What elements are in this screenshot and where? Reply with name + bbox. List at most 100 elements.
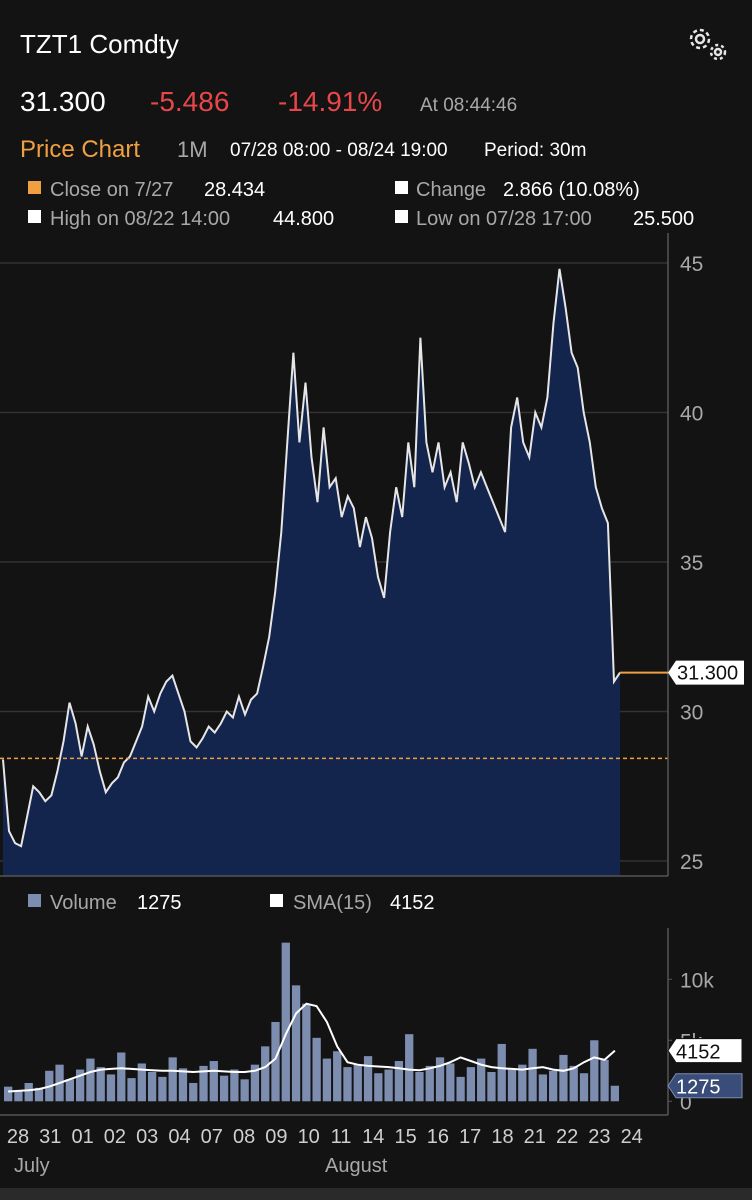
tab-title[interactable]: Price Chart bbox=[20, 136, 140, 163]
volume-bar bbox=[415, 1072, 424, 1102]
volume-bar bbox=[507, 1069, 517, 1102]
volume-bar bbox=[117, 1052, 126, 1102]
volume-bar bbox=[106, 1074, 116, 1102]
x-tick-label: 16 bbox=[427, 1126, 449, 1148]
info-value: 44.800 bbox=[273, 208, 334, 230]
volume-bar bbox=[230, 1069, 239, 1102]
volume-bar bbox=[86, 1058, 95, 1102]
x-tick-label: 23 bbox=[588, 1126, 610, 1148]
last-price: 31.300 bbox=[20, 86, 106, 117]
volume-bar bbox=[456, 1076, 465, 1102]
volume-bar bbox=[75, 1069, 85, 1102]
info-value: 28.434 bbox=[204, 179, 265, 201]
volume-bar bbox=[4, 1086, 13, 1102]
info-value: 25.500 bbox=[633, 208, 694, 230]
volume-bar bbox=[322, 1058, 332, 1102]
volume-bar bbox=[446, 1063, 455, 1102]
legend-swatch bbox=[28, 181, 41, 194]
x-tick-label: 08 bbox=[233, 1126, 255, 1148]
volume-bar bbox=[158, 1076, 167, 1102]
pct-change: -14.91% bbox=[278, 86, 382, 117]
x-tick-label: 10 bbox=[298, 1126, 320, 1148]
x-tick-label: 07 bbox=[201, 1126, 223, 1148]
volume-bar bbox=[333, 1051, 342, 1102]
volume-bar bbox=[147, 1072, 157, 1102]
range[interactable]: 1M bbox=[177, 137, 208, 162]
volume-tag bbox=[667, 1073, 743, 1099]
legend-label: Volume bbox=[50, 892, 117, 914]
y-tick-label: 10k bbox=[680, 969, 714, 992]
volume-bar bbox=[281, 942, 290, 1102]
x-tick-label: 01 bbox=[71, 1126, 93, 1148]
volume-bar bbox=[271, 1021, 280, 1102]
volume-bar bbox=[65, 1079, 74, 1102]
volume-bar bbox=[127, 1078, 136, 1102]
x-tick-label: 14 bbox=[362, 1126, 384, 1148]
time: At 08:44:46 bbox=[420, 95, 517, 116]
month-label: August bbox=[325, 1155, 388, 1177]
x-tick-label: 31 bbox=[39, 1126, 61, 1148]
volume-bar bbox=[384, 1069, 393, 1102]
x-tick-label: 24 bbox=[621, 1126, 643, 1148]
x-tick-label: 11 bbox=[331, 1126, 352, 1148]
volume-bar bbox=[250, 1064, 260, 1102]
legend-swatch bbox=[28, 210, 41, 223]
volume-bar bbox=[189, 1082, 198, 1102]
volume-bar bbox=[96, 1067, 105, 1102]
volume-bar bbox=[302, 1003, 311, 1102]
legend-label: SMA(15) bbox=[293, 892, 372, 914]
volume-bar bbox=[435, 1057, 445, 1102]
volume-bar bbox=[219, 1075, 229, 1102]
info-label: Close on 7/27 bbox=[50, 179, 173, 201]
volume-bar bbox=[518, 1064, 527, 1102]
volume-bar bbox=[487, 1072, 496, 1102]
sma-tag bbox=[667, 1038, 743, 1064]
volume-bar bbox=[394, 1061, 404, 1102]
volume-bar bbox=[549, 1070, 558, 1102]
volume-bar bbox=[363, 1056, 373, 1102]
legend-value: 1275 bbox=[137, 892, 182, 914]
y-tick-label: 0 bbox=[680, 1091, 692, 1114]
volume-bar bbox=[600, 1059, 609, 1102]
volume-bar bbox=[374, 1073, 383, 1102]
volume-bar bbox=[466, 1067, 476, 1102]
volume-bar bbox=[34, 1087, 44, 1102]
net-change: -5.486 bbox=[150, 86, 229, 117]
x-tick-label: 17 bbox=[459, 1126, 481, 1148]
volume-bar bbox=[240, 1079, 249, 1102]
volume-bar bbox=[209, 1061, 218, 1102]
month-label: July bbox=[14, 1155, 50, 1177]
x-tick-label: 04 bbox=[168, 1126, 190, 1148]
info-value: 2.866 (10.08%) bbox=[503, 179, 640, 201]
info-label: Low on 07/28 17:00 bbox=[416, 208, 592, 230]
volume-bar bbox=[528, 1048, 537, 1102]
volume-bar bbox=[569, 1065, 578, 1102]
legend-value: 4152 bbox=[390, 892, 435, 914]
price-line bbox=[2, 268, 621, 848]
volume-bar bbox=[168, 1057, 177, 1102]
legend-swatch bbox=[270, 894, 283, 907]
bottom-bar bbox=[0, 1188, 752, 1200]
last-price-tag bbox=[668, 660, 744, 685]
settings-icon[interactable] bbox=[689, 28, 727, 61]
sma-line bbox=[8, 1002, 616, 1093]
volume-bar bbox=[178, 1068, 188, 1102]
volume-bar bbox=[312, 1037, 321, 1102]
x-tick-label: 18 bbox=[491, 1126, 513, 1148]
info-label: Change bbox=[416, 179, 486, 201]
y-tick-label: 40 bbox=[680, 402, 703, 425]
span: 07/28 08:00 - 08/24 19:00 bbox=[230, 140, 448, 161]
last-price-label: 31.300 bbox=[677, 663, 738, 685]
x-tick-label: 22 bbox=[556, 1126, 578, 1148]
period: Period: 30m bbox=[484, 140, 586, 161]
price-area bbox=[3, 268, 620, 876]
volume-bar bbox=[353, 1064, 362, 1102]
volume-bar bbox=[343, 1067, 352, 1102]
y-tick-label: 35 bbox=[680, 552, 703, 575]
volume-bar bbox=[291, 985, 301, 1102]
volume-bar bbox=[497, 1043, 506, 1102]
volume-bar bbox=[199, 1065, 208, 1102]
legend-swatch bbox=[28, 894, 41, 907]
volume-bar bbox=[610, 1085, 619, 1102]
